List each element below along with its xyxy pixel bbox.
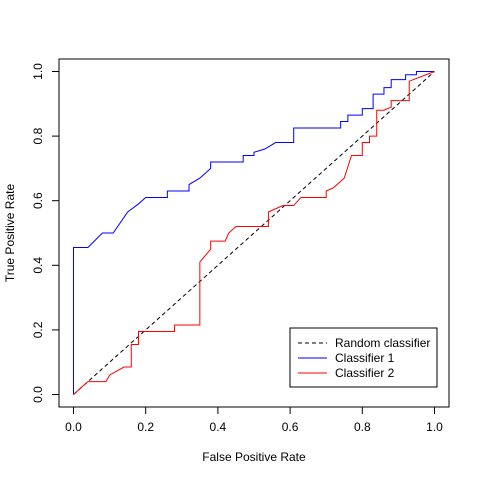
x-tick-label: 0.2 — [137, 420, 154, 434]
legend: Random classifier Classifier 1 Classifie… — [289, 327, 438, 388]
series-line-classifier-2 — [73, 71, 435, 395]
y-tick-label: 0.4 — [31, 257, 45, 274]
legend-label-classifier-2: Classifier 2 — [335, 366, 395, 380]
y-tick-label: 0.8 — [31, 127, 45, 144]
series-line-classifier-1 — [73, 71, 435, 395]
y-axis: 0.0 0.2 0.4 0.6 0.8 1.0 — [31, 63, 60, 403]
legend-label-random-classifier: Random classifier — [335, 336, 430, 350]
x-tick-label: 0.0 — [65, 420, 82, 434]
y-tick-label: 0.0 — [31, 386, 45, 403]
x-tick-label: 0.4 — [210, 420, 227, 434]
x-tick-label: 0.8 — [354, 420, 371, 434]
x-tick-label: 1.0 — [426, 420, 443, 434]
series-layer — [73, 71, 435, 395]
y-tick-label: 0.2 — [31, 321, 45, 338]
x-axis: 0.0 0.2 0.4 0.6 0.8 1.0 — [65, 406, 443, 434]
x-tick-label: 0.6 — [282, 420, 299, 434]
x-axis-title: False Positive Rate — [202, 450, 306, 464]
y-tick-label: 0.6 — [31, 192, 45, 209]
y-tick-label: 1.0 — [31, 63, 45, 80]
legend-label-classifier-1: Classifier 1 — [335, 351, 395, 365]
series-line-random-classifier — [73, 71, 435, 395]
y-axis-title: True Positive Rate — [3, 184, 17, 283]
